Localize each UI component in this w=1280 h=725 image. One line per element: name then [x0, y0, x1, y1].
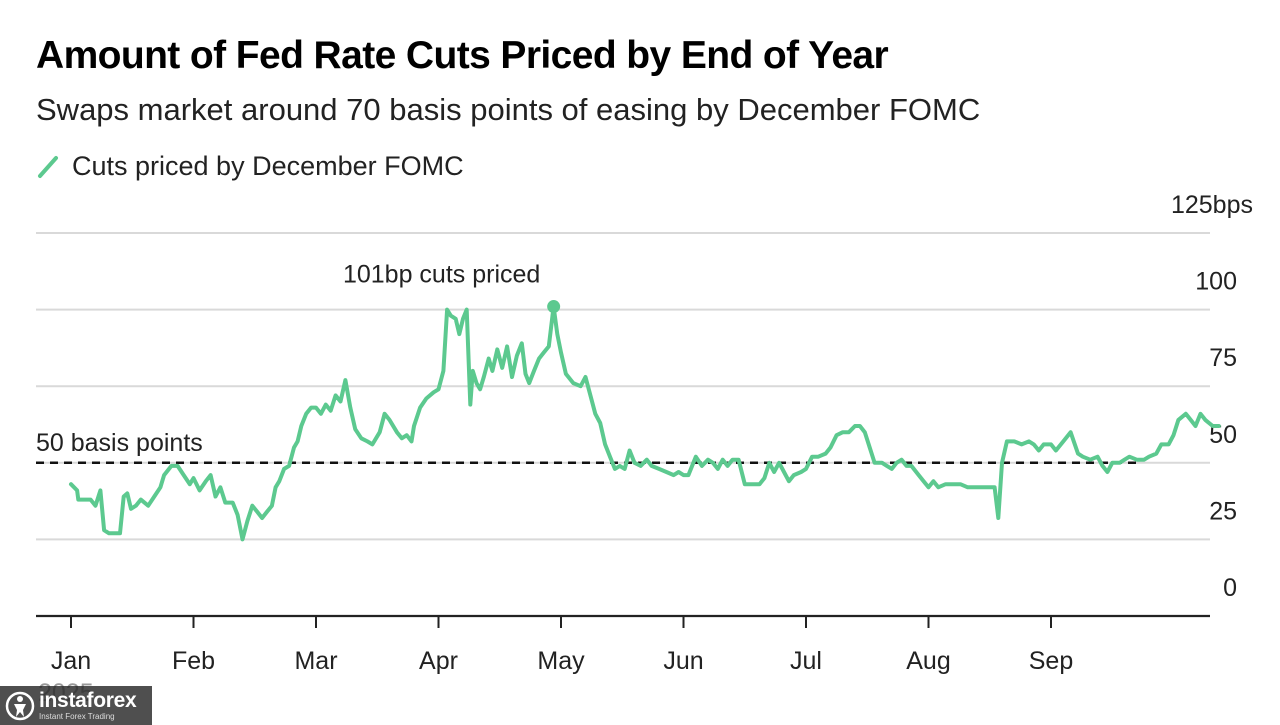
x-tick-label: Jul — [790, 647, 822, 675]
y-tick-label: 25 — [1209, 497, 1237, 525]
annotation-marker — [547, 300, 561, 314]
y-tick-label: 100 — [1195, 268, 1237, 296]
chart-title: Amount of Fed Rate Cuts Priced by End of… — [36, 34, 889, 77]
instaforex-logo-icon — [5, 691, 35, 720]
watermark-brand: instaforex — [39, 689, 137, 712]
x-tick-label: Aug — [906, 647, 950, 675]
annotation-label: 101bp cuts priced — [343, 261, 540, 289]
x-tick-label: Sep — [1029, 647, 1073, 675]
x-tick-label: May — [537, 647, 585, 675]
series-line-cuts-priced — [69, 304, 1221, 542]
legend: Cuts priced by December FOMC — [36, 151, 464, 182]
legend-line-icon — [38, 155, 58, 178]
y-tick-label: 125bps — [1171, 191, 1253, 219]
watermark-tagline: Instant Forex Trading — [39, 712, 115, 721]
x-tick-label: Feb — [172, 647, 215, 675]
x-tick-label: Jan — [51, 647, 91, 675]
x-tick-label: Apr — [419, 647, 458, 675]
reference-line-label: 50 basis points — [36, 429, 203, 457]
y-tick-label: 0 — [1223, 574, 1237, 602]
y-tick-label: 75 — [1209, 344, 1237, 372]
x-tick-label: Mar — [294, 647, 337, 675]
x-tick-label: Jun — [663, 647, 703, 675]
chart-subtitle: Swaps market around 70 basis points of e… — [36, 92, 981, 127]
legend-label: Cuts priced by December FOMC — [72, 151, 464, 181]
watermark: instaforex Instant Forex Trading — [0, 686, 152, 725]
